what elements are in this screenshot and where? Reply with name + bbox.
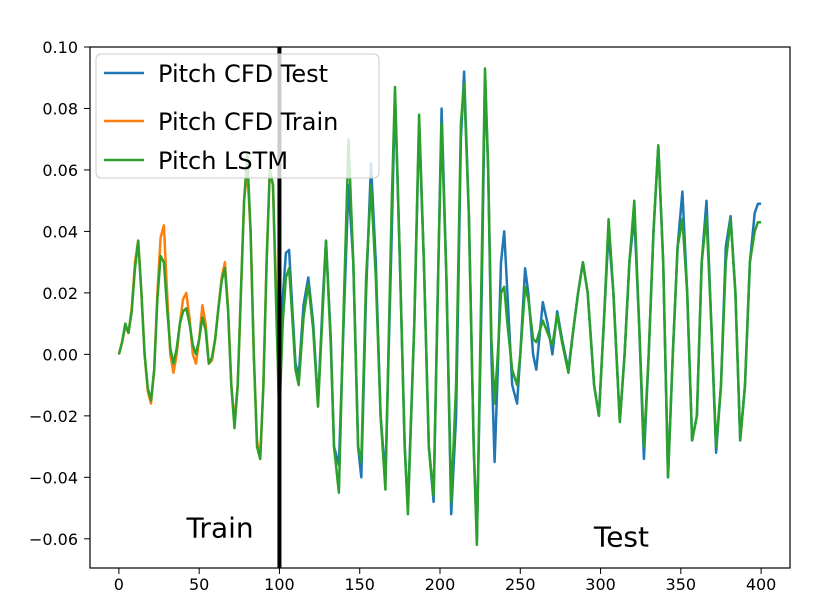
x-tick-label: 200 bbox=[425, 575, 456, 594]
legend-label-pitch-lstm: Pitch LSTM bbox=[158, 147, 288, 175]
x-tick-label: 0 bbox=[114, 575, 124, 594]
y-tick-label: 0.08 bbox=[42, 99, 78, 118]
series-line-pitch-lstm bbox=[117, 67, 762, 547]
annotation-train: Train bbox=[185, 511, 253, 544]
y-tick-label: 0.06 bbox=[42, 161, 78, 180]
x-tick-label: 300 bbox=[585, 575, 616, 594]
x-tick-label: 100 bbox=[264, 575, 295, 594]
y-tick-label: 0.10 bbox=[42, 38, 78, 57]
x-tick-label: 350 bbox=[666, 575, 697, 594]
legend-label-pitch-cfd-train: Pitch CFD Train bbox=[158, 108, 338, 136]
y-tick-label: −0.02 bbox=[29, 407, 78, 426]
y-tick-label: 0.02 bbox=[42, 284, 78, 303]
x-tick-label: 250 bbox=[505, 575, 536, 594]
y-tick-label: 0.04 bbox=[42, 222, 78, 241]
y-tick-label: −0.04 bbox=[29, 468, 78, 487]
legend-label-pitch-cfd-test: Pitch CFD Test bbox=[158, 60, 328, 88]
legend-box bbox=[95, 53, 380, 179]
x-tick-label: 400 bbox=[746, 575, 777, 594]
x-tick-label: 50 bbox=[189, 575, 209, 594]
y-tick-label: −0.06 bbox=[29, 530, 78, 549]
annotation-test: Test bbox=[593, 520, 649, 553]
legend: Pitch CFD Test Pitch CFD Train Pitch LST… bbox=[95, 53, 380, 179]
y-tick-label: 0.00 bbox=[42, 345, 78, 364]
x-tick-label: 150 bbox=[344, 575, 375, 594]
